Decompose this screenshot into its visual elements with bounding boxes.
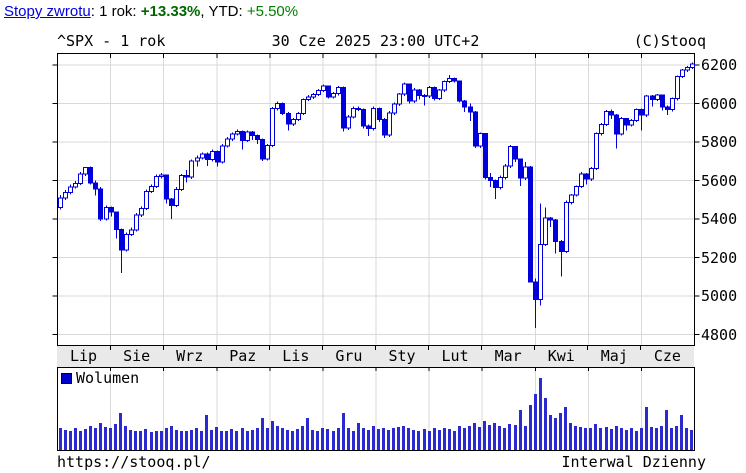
- month-boundary-tick: [375, 346, 376, 350]
- y-axis-tick-label: 5400: [701, 210, 738, 228]
- x-axis-month-label: Mar: [494, 347, 522, 365]
- month-boundary-tick: [109, 346, 111, 350]
- y-axis-tick-label: 5800: [701, 133, 738, 151]
- period-1y-label: 1 rok:: [99, 3, 141, 20]
- y-axis-tick-label: 6000: [701, 94, 738, 113]
- period-ytd-label: YTD:: [208, 3, 247, 20]
- main-price-chart: [52, 53, 700, 346]
- chart-timestamp: 30 Cze 2025 23:00 UTC+2: [271, 32, 480, 50]
- x-axis-month-band: Lip Sie Wrz Paz Lis Gru Sty Lut Mar Kwi Maj Cze: [57, 345, 694, 368]
- volume-legend: Wolumen: [61, 369, 140, 387]
- source-url[interactable]: https://stooq.pl/: [57, 453, 211, 471]
- chart-symbol-period: ^SPX - 1 rok: [57, 32, 166, 50]
- x-axis-month-label: Sie: [123, 347, 151, 365]
- y-axis-tick-label: 5200: [701, 248, 738, 267]
- x-axis-month-label: Cze: [653, 347, 681, 365]
- volume-chart: [57, 367, 695, 451]
- returns-separator: :: [90, 3, 100, 20]
- volume-swatch-icon: [61, 372, 72, 384]
- month-boundary-tick: [481, 346, 483, 350]
- axis-ticks: [52, 53, 700, 335]
- x-axis-month-label: Maj: [600, 347, 628, 365]
- footer-row: https://stooq.pl/ Interwal Dzienny: [0, 453, 746, 471]
- x-axis-month-label: Gru: [335, 347, 363, 365]
- period-1y-value: +13.33%: [140, 3, 201, 20]
- comma-separator: ,: [200, 3, 209, 20]
- candlesticks: [58, 62, 695, 328]
- month-boundary-tick: [215, 346, 217, 350]
- returns-link[interactable]: Stopy zwrotu: [4, 3, 91, 20]
- volume-legend-label: Wolumen: [76, 369, 140, 387]
- x-axis-month-label: Kwi: [547, 347, 575, 365]
- month-boundary-tick: [587, 346, 589, 350]
- month-boundary-tick: [640, 346, 642, 350]
- period-ytd-value: +5.50%: [246, 3, 299, 20]
- volume-frame: [57, 367, 695, 451]
- y-axis-labels: 6200 6000 5800 5600 5400 5200 5000 4800: [701, 0, 746, 473]
- month-boundary-tick: [428, 346, 430, 350]
- chart-title-row: ^SPX - 1 rok 30 Cze 2025 23:00 UTC+2 (C)…: [0, 32, 746, 50]
- volume-bars: [59, 378, 693, 450]
- grid-lines: [58, 54, 695, 345]
- y-axis-tick-label: 4800: [701, 325, 738, 344]
- x-axis-month-label: Lis: [282, 347, 310, 365]
- interval-label: Interwal Dzienny: [561, 453, 707, 471]
- x-axis-month-label: Sty: [388, 347, 416, 365]
- chart-copyright: (C)Stooq: [633, 32, 706, 50]
- x-axis-month-label: Lut: [441, 347, 469, 365]
- month-boundary-tick: [321, 346, 323, 350]
- x-axis-month-label: Wrz: [176, 347, 204, 365]
- y-axis-tick-label: 5600: [701, 171, 738, 190]
- y-axis-tick-label: 6200: [701, 56, 738, 74]
- x-axis-month-label: Paz: [229, 347, 257, 365]
- month-boundary-tick: [268, 346, 270, 350]
- y-axis-tick-label: 5000: [701, 287, 738, 305]
- x-axis-month-label: Lip: [69, 347, 98, 365]
- month-boundary-tick: [534, 346, 536, 350]
- month-boundary-tick: [162, 346, 164, 350]
- returns-bar: Stopy zwrotu: 1 rok: +13.33%, YTD: +5.50…: [4, 3, 298, 21]
